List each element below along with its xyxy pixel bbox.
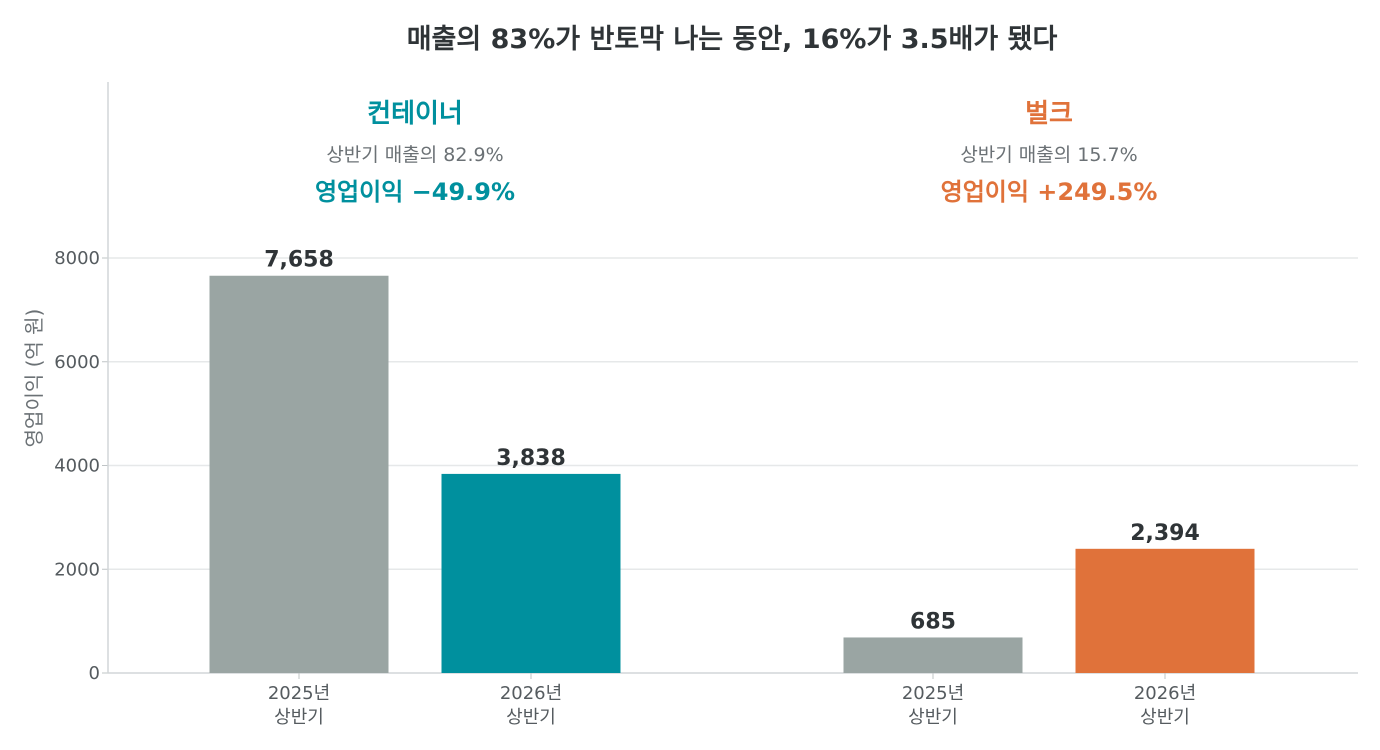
y-tick-label: 4000 [54,456,100,477]
bar [843,637,1023,673]
axes: 020004000600080002025년상반기2026년상반기2025년상반… [54,82,1358,728]
x-tick-label: 2025년 [902,683,964,704]
group-name: 벌크 [1025,99,1073,129]
x-tick-label: 상반기 [506,707,556,728]
y-tick-label: 8000 [54,248,100,269]
y-tick-label: 2000 [54,559,100,580]
bar-value-label: 7,658 [264,248,334,273]
x-tick-label: 2025년 [268,683,330,704]
group-name: 컨테이너 [367,99,463,129]
y-tick-label: 0 [89,663,100,684]
bars [209,275,1255,673]
bar [209,275,389,673]
x-tick-label: 2026년 [1134,683,1196,704]
group-revenue-share: 상반기 매출의 82.9% [326,144,503,166]
bar [441,473,621,673]
y-tick-label: 6000 [54,352,100,373]
x-tick-label: 상반기 [908,707,958,728]
x-tick-label: 상반기 [1140,707,1190,728]
group-profit-change: 영업이익 +249.5% [941,178,1158,206]
x-tick-label: 2026년 [500,683,562,704]
bar-value-label: 2,394 [1130,521,1200,546]
bar-value-label: 3,838 [496,446,566,471]
group-revenue-share: 상반기 매출의 15.7% [960,144,1137,166]
x-tick-label: 상반기 [274,707,324,728]
group-profit-change: 영업이익 −49.9% [315,178,515,206]
y-axis-label: 영업이익 (억 원) [22,309,46,448]
chart-title: 매출의 83%가 반토막 나는 동안, 16%가 3.5배가 됐다 [407,24,1058,55]
bar [1075,548,1255,673]
bar-value-label: 685 [910,609,956,634]
